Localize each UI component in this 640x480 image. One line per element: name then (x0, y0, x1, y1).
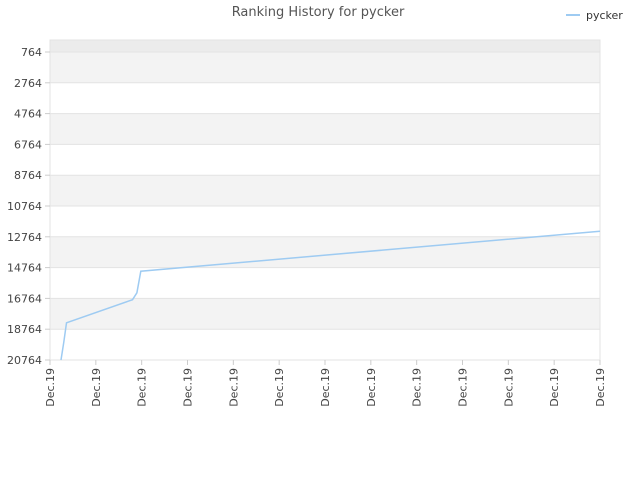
band (50, 236, 600, 268)
y-tick-label: 4764 (14, 108, 42, 121)
y-tick-label: 2764 (14, 77, 42, 90)
band-top (50, 40, 600, 52)
y-tick-label: 20764 (7, 354, 42, 367)
band (50, 82, 600, 114)
band (50, 329, 600, 360)
y-axis-ticks: 764 2764 4764 6764 8764 10764 12764 14764 16764 1… (7, 46, 50, 367)
y-tick-label: 16764 (7, 292, 42, 305)
x-tick-label: Dec.19 (182, 368, 195, 407)
x-tick-label: Dec.19 (136, 368, 149, 407)
x-axis-ticks: Dec.19 Dec.19 Dec.19 Dec.19 Dec.19 Dec.19 Dec.… (44, 360, 607, 407)
y-tick-label: 10764 (7, 200, 42, 213)
y-tick-label: 764 (21, 46, 42, 59)
chart-title: Ranking History for pycker (232, 5, 405, 20)
x-tick-label: Dec.19 (365, 368, 378, 407)
x-tick-label: Dec.19 (273, 368, 286, 407)
y-tick-label: 6764 (14, 138, 42, 151)
x-tick-label: Dec.19 (548, 368, 561, 407)
x-tick-label: Dec.19 (502, 368, 515, 407)
legend: pycker (566, 9, 623, 22)
band (50, 298, 600, 330)
background-bands (50, 40, 600, 360)
y-tick-label: 14764 (7, 262, 42, 275)
y-tick-label: 18764 (7, 323, 42, 336)
legend-label: pycker (586, 9, 623, 22)
series-line-pycker (60, 230, 601, 361)
y-tick-label: 12764 (7, 231, 42, 244)
x-tick-label: Dec.19 (594, 368, 607, 407)
band (50, 175, 600, 206)
band (50, 206, 600, 237)
x-tick-label: Dec.19 (319, 368, 332, 407)
x-tick-label: Dec.19 (44, 368, 57, 407)
band (50, 144, 600, 176)
x-tick-label: Dec.19 (457, 368, 470, 407)
series-layer (60, 230, 601, 361)
x-tick-label: Dec.19 (227, 368, 240, 407)
band (50, 267, 600, 299)
band (50, 52, 600, 83)
x-tick-label: Dec.19 (411, 368, 424, 407)
x-tick-label: Dec.19 (90, 368, 103, 407)
y-tick-label: 8764 (14, 169, 42, 182)
band (50, 113, 600, 145)
